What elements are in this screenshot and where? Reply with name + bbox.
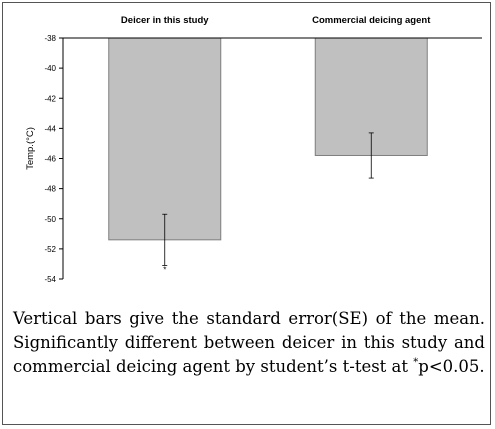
bar-chart: Deicer in this study * Commercial deicing … [25,15,482,284]
caption-main-text: Vertical bars give the standard error(SE… [13,309,485,376]
y-tick-label-9: -54 [44,275,56,284]
y-tick-label-5: -46 [44,155,56,164]
category-label-2: Commercial deicing agent [312,15,431,26]
y-tick-label-2: -40 [44,64,56,73]
y-axis-label: Temp.(°C) [25,127,36,170]
y-tick-label-7: -50 [44,215,56,224]
figure-caption: Vertical bars give the standard error(SE… [13,307,485,379]
y-tick-label-1: -38 [44,34,56,43]
category-label-1: Deicer in this study [121,15,209,26]
bar-1 [108,37,222,241]
y-tick-label-8: -52 [44,245,56,254]
y-tick-label-4: -44 [44,124,56,133]
significance-marker-1: * [163,265,166,274]
y-tick-label-6: -48 [44,185,56,194]
caption-p-value: p<0.05. [418,357,485,376]
caption-significance-star: * [413,357,419,368]
y-tick-label-3: -42 [44,94,56,103]
